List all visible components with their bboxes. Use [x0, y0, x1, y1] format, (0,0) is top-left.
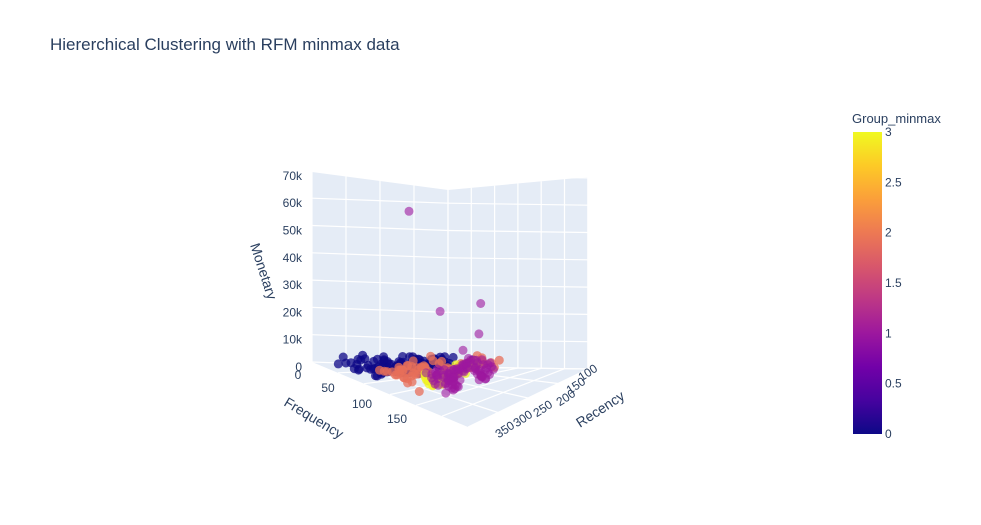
data-point-56[interactable] [448, 352, 458, 362]
data-point-174[interactable] [402, 374, 412, 384]
z-tick-label: 0 [295, 360, 302, 374]
colorbar-tick-label: 0.5 [885, 377, 902, 391]
data-point-283[interactable] [431, 367, 440, 377]
outlier-point-303[interactable] [476, 299, 486, 308]
colorbar-gradient [853, 132, 882, 434]
data-point-291[interactable] [470, 364, 480, 374]
colorbar-tick-label: 2 [885, 226, 892, 240]
outlier-point-308[interactable] [485, 358, 495, 368]
outlier-point-304[interactable] [462, 362, 472, 372]
y-tick-label: 100 [352, 397, 372, 411]
scene-3d[interactable]: 010k20k30k40k50k60k70k050100150100150200… [283, 169, 601, 441]
data-point-148[interactable] [426, 351, 436, 361]
y-tick-label: 50 [321, 381, 335, 395]
data-point-175[interactable] [413, 369, 423, 379]
z-tick-label: 20k [283, 305, 303, 319]
data-point-298[interactable] [448, 376, 458, 386]
data-point-155[interactable] [414, 387, 424, 396]
data-point-290[interactable] [430, 379, 440, 389]
data-point-140[interactable] [494, 355, 504, 365]
colorbar-tick-label: 1.5 [885, 276, 902, 290]
outlier-point-300[interactable] [404, 206, 414, 216]
colorbar-tick-label: 1 [885, 326, 892, 340]
data-point-158[interactable] [375, 365, 384, 375]
data-point-182[interactable] [402, 360, 412, 370]
y-tick-label: 0 [295, 368, 302, 382]
data-points[interactable] [333, 206, 504, 398]
y-axis-title: Frequency [281, 394, 346, 442]
z-tick-label: 60k [283, 196, 303, 210]
data-point-103[interactable] [362, 363, 372, 373]
data-point-81[interactable] [360, 354, 370, 364]
outlier-point-301[interactable] [435, 306, 445, 316]
z-tick-label: 70k [283, 169, 303, 183]
colorbar-tick-label: 2.5 [885, 175, 902, 189]
data-point-108[interactable] [379, 355, 389, 365]
y-tick-label: 150 [387, 412, 407, 426]
outlier-point-305[interactable] [474, 329, 484, 339]
z-tick-label: 50k [283, 224, 303, 238]
colorbar-tick-label: 3 [885, 125, 892, 139]
x-tick-label: 250 [531, 397, 556, 420]
colorbar-title: Group_minmax [852, 111, 941, 126]
x-axis-title: Recency [573, 387, 627, 430]
z-tick-label: 40k [283, 251, 303, 265]
data-point-109[interactable] [338, 352, 348, 362]
data-point-270[interactable] [439, 365, 449, 375]
data-point-288[interactable] [441, 388, 451, 398]
data-point-74[interactable] [386, 359, 396, 369]
data-point-43[interactable] [333, 359, 343, 369]
outlier-point-307[interactable] [469, 355, 479, 365]
data-point-289[interactable] [477, 372, 487, 382]
z-tick-label: 30k [283, 278, 303, 292]
outlier-point-309[interactable] [483, 368, 493, 377]
chart-title: Hiererchical Clustering with RFM minmax … [50, 35, 400, 54]
data-point-181[interactable] [390, 370, 400, 380]
data-point-124[interactable] [382, 367, 392, 377]
outlier-point-302[interactable] [458, 345, 468, 355]
colorbar-ticks: 0 0.5 1 1.5 2 2.5 3 [885, 125, 902, 441]
z-axis-title: Monetary [247, 241, 280, 301]
colorbar-tick-label: 0 [885, 427, 892, 441]
z-tick-label: 10k [283, 333, 303, 347]
colorbar: Group_minmax 0 0.5 1 1.5 2 2.5 3 [852, 111, 941, 441]
data-point-86[interactable] [346, 358, 356, 368]
